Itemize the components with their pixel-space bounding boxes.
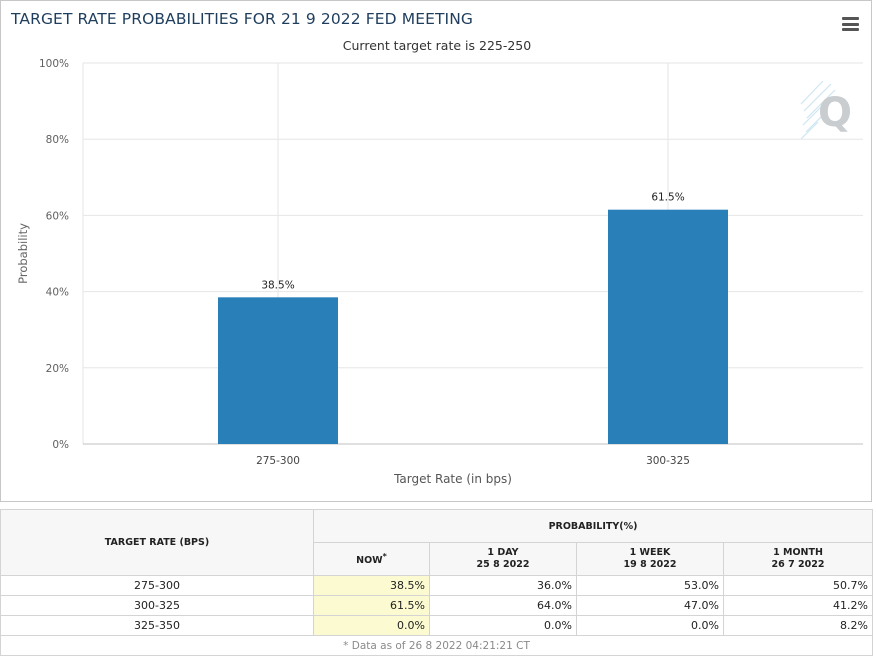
chart-panel: TARGET RATE PROBABILITIES FOR 21 9 2022 …: [0, 0, 872, 502]
bar-data-label: 61.5%: [651, 192, 684, 204]
svg-text:Q: Q: [818, 90, 852, 136]
one-month-cell: 50.7%: [723, 575, 873, 596]
one-week-column-header: 1 WEEK 19 8 2022: [576, 542, 724, 576]
y-axis-title: Probability: [16, 223, 30, 284]
target-rate-header: TARGET RATE (BPS): [0, 509, 314, 576]
one-month-cell: 41.2%: [723, 595, 873, 616]
x-tick-label: 300-325: [646, 455, 690, 467]
rate-cell: 300-325: [0, 595, 314, 616]
y-tick-label: 60%: [46, 210, 69, 222]
probability-group-header: PROBABILITY(%): [313, 509, 873, 543]
y-tick-label: 20%: [46, 363, 69, 375]
table-row: 325-350 0.0% 0.0% 0.0% 8.2%: [0, 615, 873, 636]
y-tick-label: 80%: [46, 134, 69, 146]
probability-table-panel: TARGET RATE (BPS) PROBABILITY(%) NOW* 1 …: [0, 509, 873, 656]
rate-cell: 325-350: [0, 615, 314, 636]
now-column-header: NOW*: [313, 542, 430, 576]
bar: [608, 209, 728, 444]
table-row: 300-325 61.5% 64.0% 47.0% 41.2%: [0, 595, 873, 616]
x-axis-title: Target Rate (in bps): [393, 472, 512, 486]
one-month-cell: 8.2%: [723, 615, 873, 636]
y-tick-label: 0%: [52, 439, 69, 451]
one-day-cell: 64.0%: [429, 595, 577, 616]
one-week-cell: 0.0%: [576, 615, 724, 636]
x-tick-label: 275-300: [256, 455, 300, 467]
chart-title: TARGET RATE PROBABILITIES FOR 21 9 2022 …: [11, 10, 474, 28]
one-week-cell: 47.0%: [576, 595, 724, 616]
now-cell: 61.5%: [313, 595, 430, 616]
one-day-cell: 0.0%: [429, 615, 577, 636]
one-day-cell: 36.0%: [429, 575, 577, 596]
table-row: 275-300 38.5% 36.0% 53.0% 50.7%: [0, 575, 873, 596]
now-cell: 38.5%: [313, 575, 430, 596]
bar-chart: Q 0% 20% 40% 60% 80% 100% 38.5% 275-300 61.5% 300…: [16, 58, 863, 486]
one-week-cell: 53.0%: [576, 575, 724, 596]
hamburger-menu-icon[interactable]: [842, 17, 862, 33]
y-tick-label: 40%: [46, 287, 69, 299]
probability-table: TARGET RATE (BPS) PROBABILITY(%) NOW* 1 …: [0, 509, 873, 656]
now-cell: 0.0%: [313, 615, 430, 636]
bar: [218, 297, 338, 444]
bar-data-label: 38.5%: [261, 279, 294, 291]
chart-subtitle: Current target rate is 225-250: [342, 38, 532, 53]
rate-cell: 275-300: [0, 575, 314, 596]
data-timestamp-footer: * Data as of 26 8 2022 04:21:21 CT: [0, 635, 873, 656]
watermark-logo-icon: Q: [800, 80, 852, 140]
y-tick-label: 100%: [39, 58, 69, 70]
one-day-column-header: 1 DAY 25 8 2022: [429, 542, 577, 576]
one-month-column-header: 1 MONTH 26 7 2022: [723, 542, 873, 576]
